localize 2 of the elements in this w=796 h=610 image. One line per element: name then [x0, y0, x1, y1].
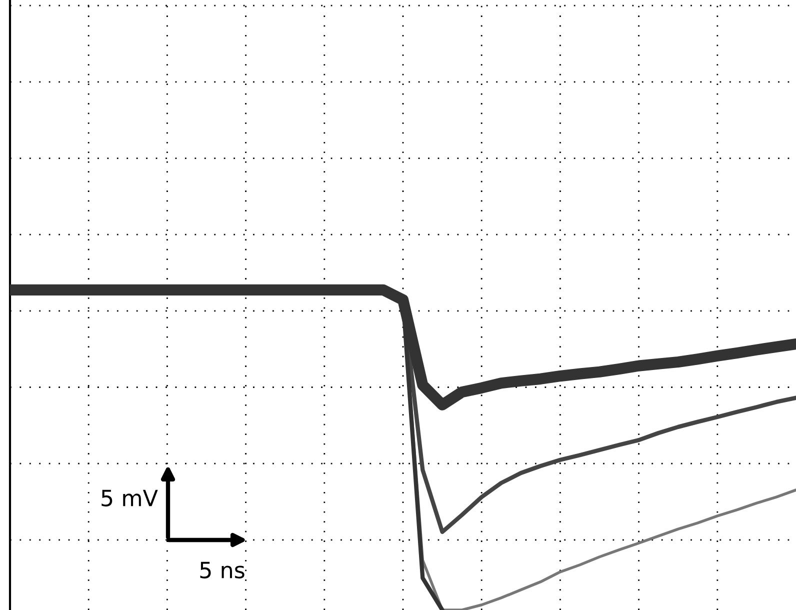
annotation: 5 mV: [102, 490, 158, 506]
annotation: 5 ns: [200, 562, 244, 578]
